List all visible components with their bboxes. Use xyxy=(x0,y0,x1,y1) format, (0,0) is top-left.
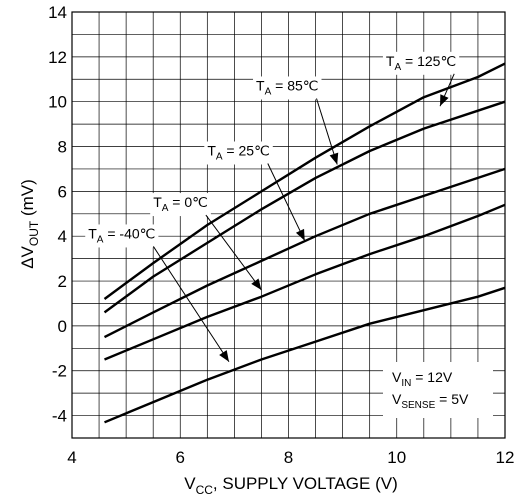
series-label-bg-0 xyxy=(382,51,460,75)
series-label-sub: A xyxy=(216,151,223,162)
condition-vin-main: V xyxy=(392,369,402,385)
arrowhead-4 xyxy=(219,350,229,362)
condition-vin-sub: IN xyxy=(401,378,411,389)
arrowhead-1 xyxy=(329,152,339,165)
y-axis-title-rest: (mV) xyxy=(18,179,37,221)
tick-labels: 4 6 8 10 12 -4 -2 0 2 4 6 8 10 12 14 xyxy=(48,3,514,467)
leader-line-2 xyxy=(267,163,306,241)
series-label-bg-3 xyxy=(150,193,211,217)
series-label-0: TA = 125℃ xyxy=(382,51,460,107)
plot-frame xyxy=(71,11,506,439)
series-line-2 xyxy=(103,167,506,339)
series-label-text-0: TA = 125℃ xyxy=(386,53,456,73)
series-label-1: TA = 85℃ xyxy=(253,76,339,165)
series-line-1 xyxy=(103,100,506,314)
series-label-text-3: TA = 0℃ xyxy=(153,194,208,214)
series-label-bg-4 xyxy=(85,224,159,248)
arrowhead-2 xyxy=(295,228,305,241)
series-label-3: TA = 0℃ xyxy=(150,193,262,291)
series-label-main: T xyxy=(153,194,162,210)
series-layer xyxy=(103,62,506,424)
series-label-text-4: TA = -40℃ xyxy=(88,225,155,245)
series-label-text-2: TA = 25℃ xyxy=(207,142,269,162)
x-tick-label: 10 xyxy=(387,448,406,467)
series-label-rest: = -40℃ xyxy=(103,225,155,241)
series-label-bg-1 xyxy=(253,76,322,100)
y-axis-title: ΔVOUT (mV) xyxy=(18,179,41,269)
series-label-rest: = 85℃ xyxy=(271,77,318,93)
series-label-sub: A xyxy=(97,234,104,245)
condition-vsense-rest: = 5V xyxy=(435,391,469,407)
y-tick-label: -2 xyxy=(52,362,67,381)
series-label-sub: A xyxy=(162,203,169,214)
series-line-0 xyxy=(103,62,506,300)
condition-vin: VIN = 12V xyxy=(392,369,453,389)
series-label-bg-2 xyxy=(204,141,273,165)
series-label-rest: = 25℃ xyxy=(223,142,270,158)
series-label-sub: A xyxy=(394,62,401,73)
x-tick-label: 4 xyxy=(67,448,76,467)
y-tick-label: 2 xyxy=(58,272,67,291)
condition-vin-rest: = 12V xyxy=(411,369,453,385)
x-tick-label: 6 xyxy=(176,448,185,467)
condition-vsense: VSENSE = 5V xyxy=(392,391,469,411)
leader-line-3 xyxy=(205,214,262,291)
series-label-main: T xyxy=(207,142,216,158)
arrowhead-3 xyxy=(251,278,262,291)
series-label-4: TA = -40℃ xyxy=(85,224,230,363)
series-label-rest: = 0℃ xyxy=(168,194,207,210)
series-label-main: T xyxy=(88,225,97,241)
x-axis-title-prefix: V xyxy=(184,474,196,493)
series-label-2: TA = 25℃ xyxy=(204,141,306,241)
series-label-main: T xyxy=(256,77,265,93)
condition-vsense-sub: SENSE xyxy=(401,400,435,411)
series-label-rest: = 125℃ xyxy=(401,53,456,69)
series-line-3 xyxy=(104,203,506,361)
series-label-text-1: TA = 85℃ xyxy=(256,77,318,97)
x-axis-title-rest: , SUPPLY VOLTAGE (V) xyxy=(213,474,398,493)
condition-vsense-main: V xyxy=(392,391,402,407)
y-tick-label: -4 xyxy=(52,407,67,426)
x-axis-title-sub: CC xyxy=(196,483,214,497)
arrowhead-0 xyxy=(440,94,449,107)
x-axis-title: VCC, SUPPLY VOLTAGE (V) xyxy=(184,474,398,497)
annotation-layer: TA = 125℃TA = 85℃TA = 25℃TA = 0℃TA = -40… xyxy=(85,51,460,363)
y-tick-label: 10 xyxy=(48,93,67,112)
y-tick-label: 8 xyxy=(58,138,67,157)
y-tick-label: 14 xyxy=(48,3,67,22)
leader-line-4 xyxy=(152,246,230,363)
x-tick-label: 8 xyxy=(284,448,293,467)
y-tick-label: 0 xyxy=(58,317,67,336)
y-tick-label: 4 xyxy=(58,227,67,246)
y-axis-title-prefix: ΔV xyxy=(18,245,37,268)
y-tick-label: 6 xyxy=(58,182,67,201)
series-label-main: T xyxy=(386,53,395,69)
y-axis-title-sub: OUT xyxy=(27,220,41,246)
y-tick-label: 12 xyxy=(48,48,67,67)
series-line-4 xyxy=(104,286,506,424)
test-conditions: VIN = 12V VSENSE = 5V xyxy=(383,362,493,418)
series-label-sub: A xyxy=(265,86,272,97)
leader-line-1 xyxy=(316,98,338,165)
x-tick-label: 12 xyxy=(496,448,515,467)
conditions-box-bg xyxy=(383,362,493,418)
